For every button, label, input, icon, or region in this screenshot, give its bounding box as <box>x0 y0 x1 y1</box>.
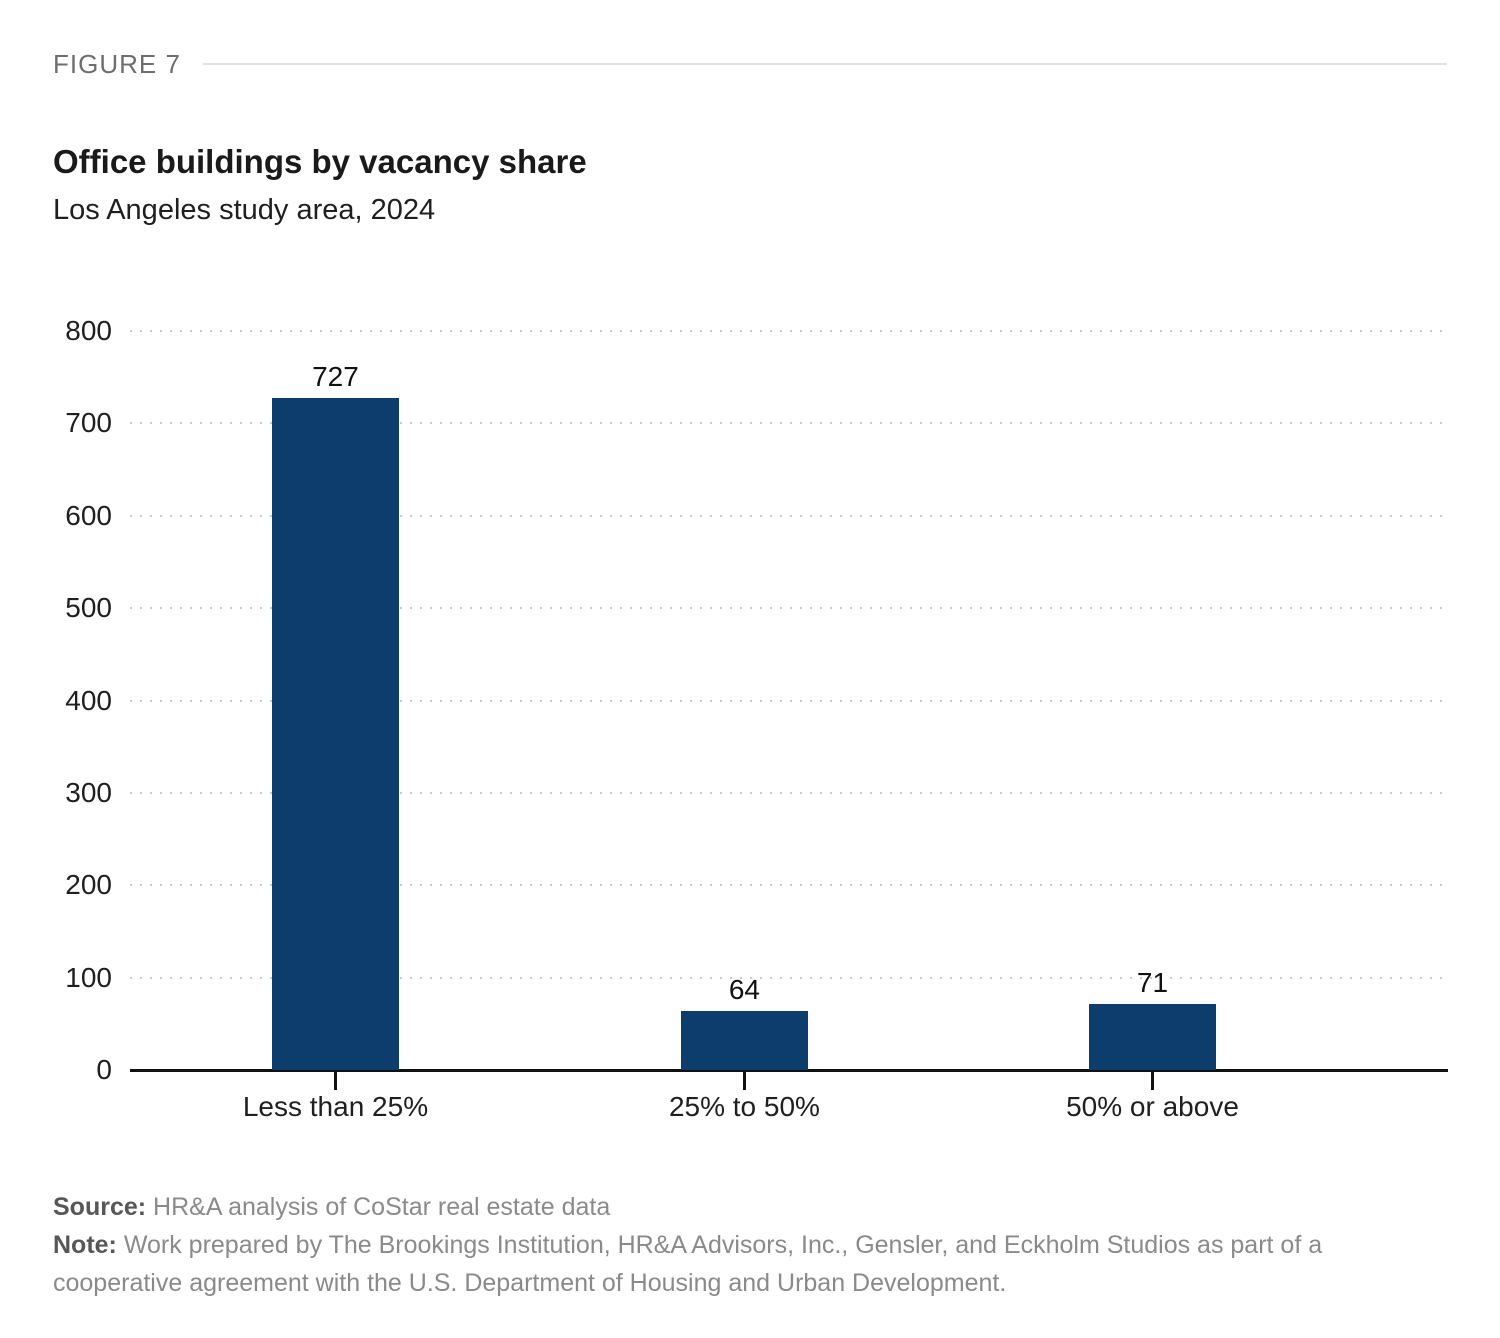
bar-value-label-2: 71 <box>1136 967 1169 999</box>
note-label: Note: <box>53 1231 117 1259</box>
bar-chart: 727 64 71 0 100 200 300 400 500 600 700 800 Less th… <box>0 300 1500 1132</box>
y-tick-label-500: 500 <box>65 592 112 624</box>
gridline-100 <box>130 976 1448 979</box>
bar-value-label-0: 727 <box>312 361 359 393</box>
y-tick-label-200: 200 <box>65 869 112 901</box>
plot-area: 727 64 71 <box>130 330 1448 1072</box>
bar-2 <box>1089 1004 1216 1070</box>
y-tick-label-700: 700 <box>65 407 112 439</box>
x-category-label-1: 25% to 50% <box>668 1091 820 1122</box>
y-tick-label-400: 400 <box>65 684 112 716</box>
gridline-700 <box>130 422 1448 425</box>
bar-1 <box>680 1010 808 1070</box>
gridline-300 <box>130 791 1448 794</box>
chart-subtitle: Los Angeles study area, 2024 <box>53 194 436 226</box>
note-text: Work prepared by The Brookings Instituti… <box>53 1231 1323 1297</box>
gridline-400 <box>130 699 1448 702</box>
source-line: Source: HR&A analysis of CoStar real est… <box>53 1188 1449 1226</box>
y-tick-label-800: 800 <box>65 315 112 346</box>
note-line: Note: Work prepared by The Brookings Ins… <box>53 1226 1449 1302</box>
gridline-600 <box>130 514 1448 517</box>
bar-0 <box>271 398 399 1070</box>
x-tick-1 <box>742 1072 746 1090</box>
gridline-800 <box>130 330 1448 332</box>
x-axis-line <box>130 1069 1448 1072</box>
x-tick-0 <box>333 1072 337 1090</box>
y-tick-label-600: 600 <box>65 499 112 531</box>
x-category-label-2: 50% or above <box>1066 1091 1239 1122</box>
figure-label: FIGURE 7 <box>53 48 181 79</box>
y-tick-label-0: 0 <box>96 1054 112 1085</box>
gridline-500 <box>130 607 1448 610</box>
figure-rule-line <box>202 63 1447 65</box>
y-tick-label-300: 300 <box>65 776 112 808</box>
chart-footer: Source: HR&A analysis of CoStar real est… <box>53 1188 1449 1302</box>
x-category-label-0: Less than 25% <box>242 1091 429 1122</box>
figure-header: FIGURE 7 <box>53 48 1447 79</box>
y-tick-label-100: 100 <box>65 961 112 993</box>
bar-value-label-1: 64 <box>728 973 761 1005</box>
source-text: HR&A analysis of CoStar real estate data <box>153 1193 611 1221</box>
source-label: Source: <box>53 1193 147 1221</box>
x-tick-2 <box>1151 1072 1154 1090</box>
gridline-200 <box>130 884 1448 887</box>
chart-title: Office buildings by vacancy share <box>53 143 587 180</box>
